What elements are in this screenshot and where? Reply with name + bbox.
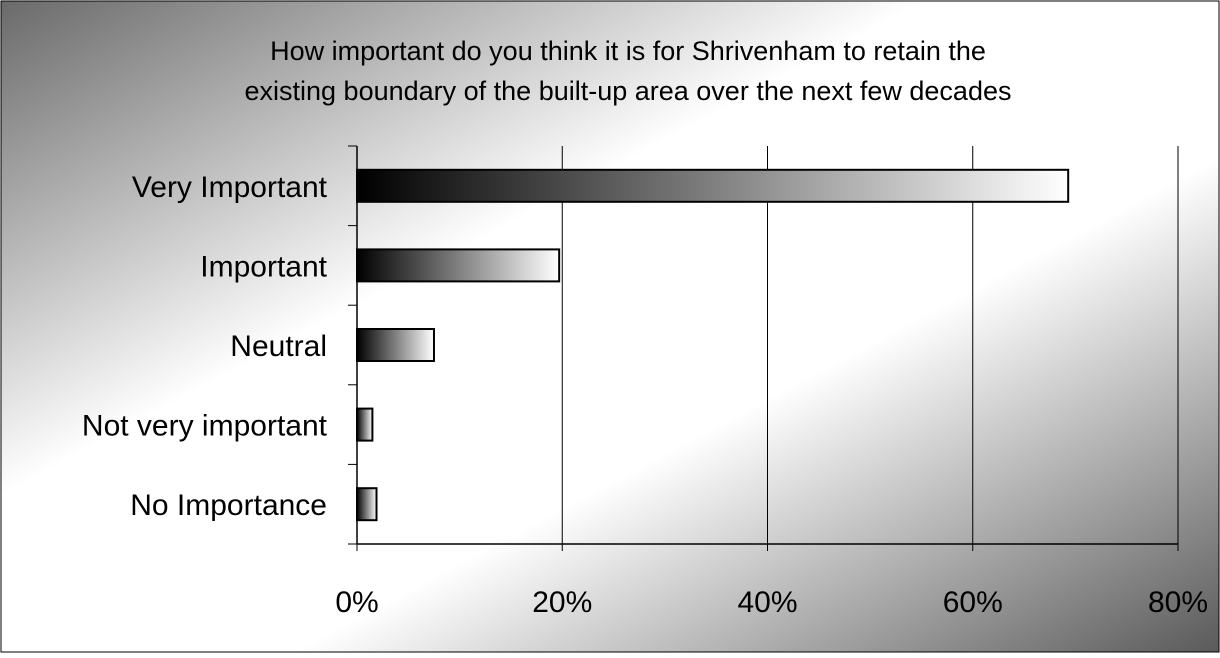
chart-title-line-2: existing boundary of the built-up area o… bbox=[245, 76, 1012, 106]
bar-not-very-important bbox=[356, 407, 374, 442]
x-tick-label: 80% bbox=[1148, 586, 1208, 619]
x-tick-label: 40% bbox=[737, 586, 797, 619]
category-label: Not very important bbox=[82, 410, 328, 443]
bar-no-importance bbox=[356, 487, 378, 522]
bar-important bbox=[356, 248, 561, 283]
gridlines bbox=[561, 146, 1179, 544]
category-label: Very Important bbox=[132, 171, 328, 204]
category-label: No Importance bbox=[130, 489, 327, 522]
bar-neutral bbox=[356, 328, 435, 362]
x-tick-label: 60% bbox=[943, 586, 1003, 619]
x-tick-label: 20% bbox=[532, 586, 592, 619]
category-label: Neutral bbox=[230, 330, 327, 363]
category-label: Important bbox=[200, 250, 327, 283]
bars bbox=[356, 168, 1070, 522]
x-tick-labels: 0% 20% 40% 60% 80% bbox=[335, 586, 1208, 619]
chart-title-line-1: How important do you think it is for Shr… bbox=[270, 36, 986, 66]
x-tick-label: 0% bbox=[335, 586, 378, 619]
category-labels: Very Important Important Neutral Not very i… bbox=[82, 171, 328, 522]
bar-very-important bbox=[356, 168, 1070, 203]
